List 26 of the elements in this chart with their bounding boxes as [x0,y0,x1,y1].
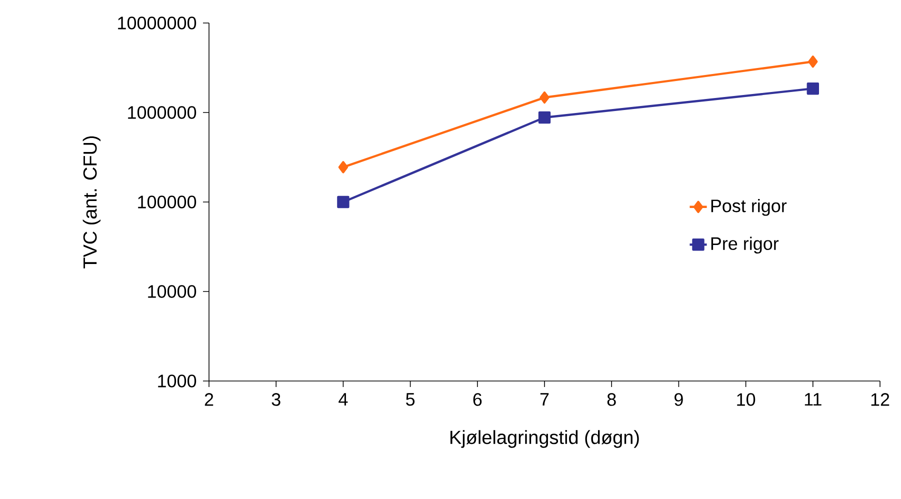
x-tick-label: 10 [737,393,756,406]
y-tick-label: 1000000 [128,106,196,119]
x-tick-label: 8 [607,393,616,406]
y-axis-title: TVC (ant. CFU) [82,136,101,268]
x-axis-title: Kjølelagringstid (døgn) [450,430,639,448]
y-tick-label: 10000000 [118,16,196,30]
point [806,82,820,95]
x-tick-label: 6 [473,393,482,406]
y-tick-label: 1000 [158,374,196,388]
x-tick-label: 12 [871,393,890,406]
y-tick-label: 100000 [138,196,196,208]
x-tick-label: 9 [674,393,683,406]
point [540,91,550,104]
x-tick-label: 7 [540,393,549,406]
x-tick-label: 11 [804,393,822,406]
point [808,56,818,68]
x-tick-label: 5 [406,393,415,406]
point [337,196,350,208]
legend-label: Post rigor [711,199,787,216]
point [338,161,348,174]
legend-label: Pre rigor [711,236,779,254]
y-tick-label: 10000 [148,285,196,298]
point [538,111,551,124]
x-tick-label: 2 [204,393,214,406]
x-tick-label: 4 [338,393,348,406]
x-tick-label: 3 [272,393,280,406]
